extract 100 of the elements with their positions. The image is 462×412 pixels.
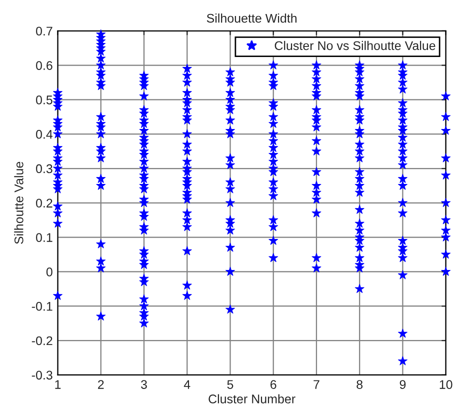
point — [139, 156, 149, 166]
point — [441, 198, 451, 207]
point — [354, 242, 364, 252]
x-tick-label: 6 — [270, 380, 276, 389]
point — [53, 129, 62, 138]
point — [268, 118, 278, 128]
point — [398, 60, 408, 70]
point — [53, 201, 62, 210]
y-tick-label: -0.2 — [32, 336, 52, 346]
point — [312, 74, 322, 84]
point — [441, 215, 451, 224]
y-tick-label: 0.1 — [36, 233, 52, 242]
point — [398, 115, 408, 124]
point — [354, 81, 364, 90]
x-tick-label: 10 — [440, 380, 452, 389]
y-tick-label: 0.7 — [36, 26, 52, 36]
point — [226, 115, 235, 124]
point — [53, 290, 62, 300]
point — [96, 180, 106, 190]
point — [398, 328, 408, 338]
point — [354, 167, 364, 176]
x-tick-label: 1 — [55, 380, 61, 389]
point — [226, 94, 235, 104]
point — [268, 215, 278, 224]
point — [398, 356, 408, 366]
y-tick-label: 0.2 — [36, 198, 52, 208]
point — [96, 53, 106, 62]
point — [312, 208, 322, 218]
y-tick-label: 0.4 — [36, 130, 53, 139]
point — [182, 208, 192, 218]
point — [182, 215, 192, 224]
point — [182, 246, 192, 256]
x-tick-label: 3 — [140, 380, 147, 389]
point — [96, 174, 106, 183]
point — [312, 60, 322, 70]
point — [312, 105, 322, 114]
point — [398, 270, 408, 280]
point — [312, 81, 322, 90]
point — [398, 208, 408, 218]
point — [53, 164, 62, 173]
point — [268, 136, 278, 146]
point — [398, 253, 408, 262]
point — [398, 84, 408, 94]
point — [354, 253, 364, 262]
point — [312, 67, 322, 76]
point — [441, 153, 451, 162]
point — [182, 105, 192, 114]
point — [182, 70, 192, 80]
point — [226, 184, 235, 194]
point — [441, 232, 451, 242]
point — [53, 208, 62, 218]
point — [398, 174, 408, 183]
y-tick-label: 0.3 — [36, 164, 52, 174]
point — [398, 98, 408, 108]
point — [354, 284, 364, 293]
point — [441, 250, 451, 259]
point — [182, 139, 192, 148]
point — [226, 160, 235, 170]
point — [268, 112, 278, 121]
x-tick-label: 8 — [356, 380, 363, 389]
point — [96, 256, 106, 266]
chart-title: Silhouette Width — [206, 14, 296, 23]
point — [354, 218, 364, 228]
point — [268, 191, 278, 200]
point — [182, 64, 192, 73]
point — [312, 194, 322, 204]
x-tick-label: 4 — [184, 380, 190, 389]
point — [96, 129, 106, 138]
point — [312, 146, 322, 156]
point — [398, 153, 408, 162]
point — [268, 222, 278, 232]
y-tick-label: 0 — [46, 268, 52, 276]
point — [139, 164, 149, 173]
point — [182, 290, 192, 300]
point — [441, 112, 451, 121]
y-tick-label: 0.5 — [36, 96, 52, 104]
x-axis-title: Cluster Number — [208, 394, 296, 404]
point — [268, 129, 278, 138]
point — [53, 170, 62, 180]
point — [312, 188, 322, 197]
point — [354, 153, 364, 162]
point — [398, 132, 408, 142]
point — [354, 188, 364, 197]
point — [226, 88, 235, 97]
point — [268, 236, 278, 245]
point — [354, 74, 364, 84]
point — [226, 304, 235, 314]
point — [226, 242, 235, 252]
point — [268, 150, 278, 159]
point — [96, 112, 106, 121]
point — [354, 174, 364, 183]
point — [441, 91, 451, 100]
x-tick-label: 7 — [314, 380, 320, 389]
point — [398, 198, 408, 207]
point — [312, 122, 322, 132]
point — [182, 146, 192, 156]
point — [182, 156, 192, 166]
point — [312, 167, 322, 176]
point — [182, 88, 192, 97]
point — [182, 280, 192, 290]
